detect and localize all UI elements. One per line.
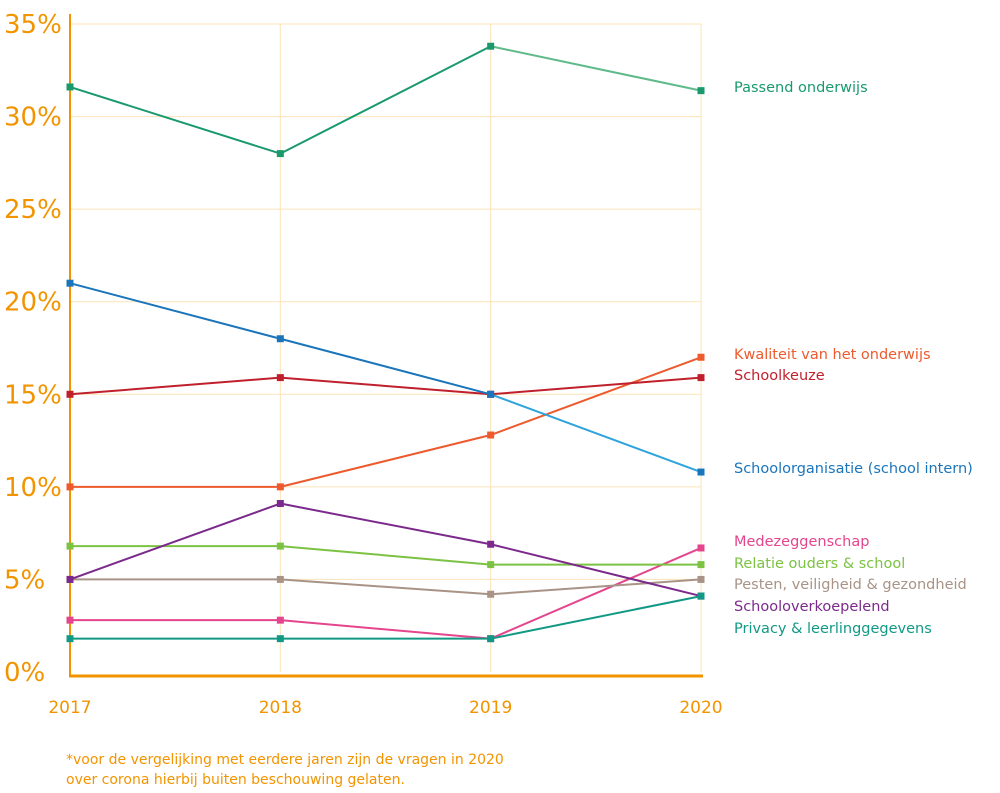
data-point [487, 561, 495, 569]
series-0 [66, 42, 705, 158]
grid [70, 23, 702, 672]
series-line-segment [279, 502, 492, 546]
data-point [276, 374, 284, 382]
data-point [276, 335, 284, 343]
series-line-segment [279, 545, 492, 566]
series-line-segment [279, 619, 492, 640]
series-line-segment [489, 376, 702, 396]
series-6 [66, 575, 705, 598]
data-point [697, 561, 705, 569]
data-point [697, 468, 705, 476]
data-point [276, 616, 284, 624]
data-point [276, 150, 284, 158]
data-point [487, 635, 495, 643]
x-tick-label: 2019 [469, 698, 512, 718]
y-tick-label: 35% [4, 10, 62, 40]
series-line-segment [489, 393, 702, 474]
series-group [66, 42, 705, 643]
y-tick-label: 10% [4, 473, 62, 503]
data-point [697, 592, 705, 600]
legend-label: Medezeggenschap [734, 534, 869, 550]
data-point [276, 483, 284, 491]
data-point [66, 483, 74, 491]
series-line-segment [279, 337, 492, 396]
series-line-segment [489, 356, 702, 437]
series-line-segment [489, 578, 702, 596]
footnote-line-1: *voor de vergelijking met eerdere jaren … [66, 752, 504, 768]
data-point [66, 390, 74, 398]
series-line-segment [69, 85, 282, 155]
legend-label: Kwaliteit van het onderwijs [734, 347, 931, 363]
data-point [697, 575, 705, 583]
legend-label: Schoolkeuze [734, 368, 825, 384]
series-line-segment [279, 578, 492, 596]
data-point [66, 616, 74, 624]
data-point [66, 575, 74, 583]
data-point [66, 83, 74, 91]
x-tick-label: 2017 [48, 698, 91, 718]
data-point [697, 353, 705, 361]
data-point [66, 542, 74, 550]
data-point [487, 390, 495, 398]
data-point [697, 544, 705, 552]
legend-label: Privacy & leerlinggegevens [734, 621, 932, 637]
series-5 [66, 542, 705, 569]
y-tick-label: 5% [4, 565, 45, 595]
x-tick-label: 2018 [259, 698, 302, 718]
data-point [697, 374, 705, 382]
series-8 [66, 592, 705, 643]
footnote: *voor de vergelijking met eerdere jaren … [66, 750, 586, 790]
legend-label: Schoolorganisatie (school intern) [734, 461, 973, 477]
series-line-segment [489, 546, 702, 640]
y-tick-label: 20% [4, 288, 62, 318]
series-line-segment [279, 434, 492, 488]
data-point [66, 279, 74, 287]
data-point [487, 431, 495, 439]
legend-label: Passend onderwijs [734, 80, 868, 96]
legend-label: Pesten, veiligheid & gezondheid [734, 577, 967, 593]
y-tick-label: 0% [4, 658, 45, 688]
data-point [276, 542, 284, 550]
series-4 [66, 544, 705, 643]
series-line-segment [69, 376, 282, 396]
series-line-segment [489, 543, 702, 598]
x-tick-label: 2020 [679, 698, 722, 718]
data-point [276, 635, 284, 643]
series-line-segment [279, 376, 492, 396]
data-point [487, 540, 495, 548]
data-point [276, 500, 284, 508]
data-point [487, 590, 495, 598]
y-tick-label: 30% [4, 103, 62, 133]
series-1 [66, 353, 705, 491]
axes: 0% 5% 10% 15% 20% 25% 30% 35% 2017 2018 2019 2020 [4, 10, 723, 718]
series-line-segment [279, 45, 492, 155]
series-line-segment [69, 282, 282, 340]
footnote-line-2: over corona hierbij buiten beschouwing g… [66, 772, 405, 788]
legend-label: Relatie ouders & school [734, 556, 905, 572]
series-line-segment [489, 595, 702, 640]
data-point [66, 635, 74, 643]
series-7 [66, 500, 705, 600]
data-point [487, 42, 495, 50]
y-tick-label: 25% [4, 195, 62, 225]
y-tick-label: 15% [4, 380, 62, 410]
legend-label: Schooloverkoepelend [734, 599, 890, 615]
legend: Passend onderwijs Kwaliteit van het onder… [734, 80, 973, 637]
series-3 [66, 279, 705, 476]
series-line-segment [489, 45, 702, 92]
data-point [276, 575, 284, 583]
series-line-segment [69, 502, 282, 581]
data-point [697, 87, 705, 95]
